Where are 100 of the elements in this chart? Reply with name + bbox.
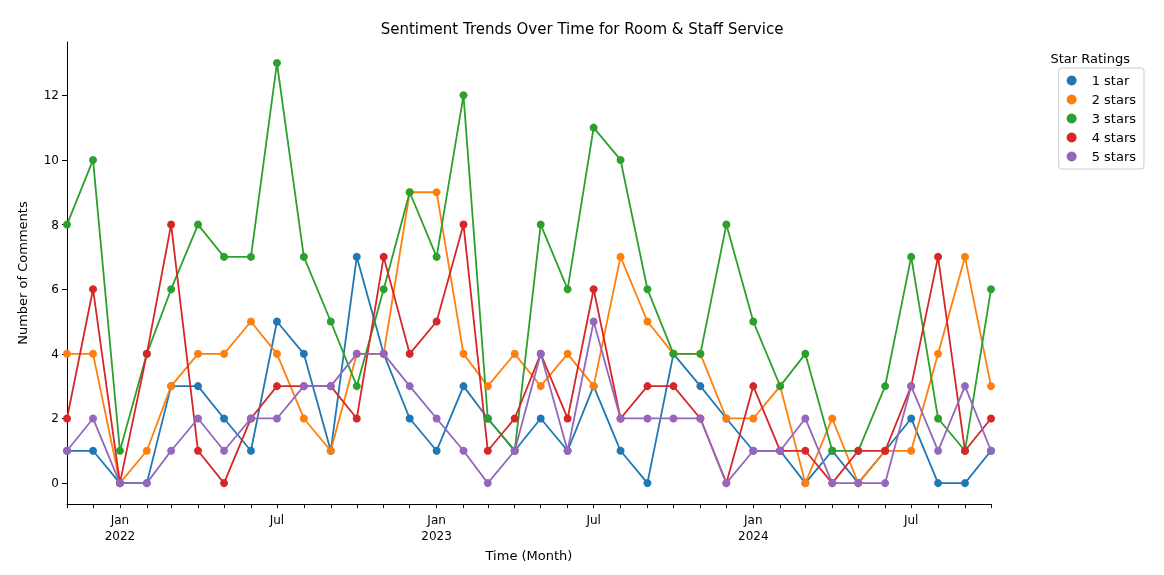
legend-label: 2 stars — [1091, 92, 1137, 107]
point — [194, 414, 203, 423]
point — [299, 349, 308, 358]
x-tick-label: Jul — [585, 513, 601, 528]
point — [326, 317, 335, 326]
point — [960, 479, 969, 488]
x-tick-label: Jul — [902, 513, 919, 528]
point — [89, 446, 98, 455]
point — [63, 414, 71, 423]
point — [63, 349, 71, 358]
point — [89, 155, 98, 164]
point — [405, 349, 414, 358]
point — [115, 446, 124, 455]
point — [220, 414, 229, 423]
point — [299, 252, 308, 261]
point — [89, 285, 98, 294]
point — [194, 382, 203, 391]
legend-label: 3 stars — [1091, 111, 1137, 126]
point — [483, 479, 492, 488]
legend-label: 1 star — [1091, 73, 1130, 88]
point — [63, 220, 71, 229]
point — [881, 479, 890, 488]
chart-title: Sentiment Trends Over Time for Room & Staff Service — [380, 19, 784, 38]
point — [459, 446, 468, 455]
legend-label: 4 stars — [1091, 130, 1137, 145]
point — [643, 479, 652, 488]
point — [536, 220, 545, 229]
point — [960, 252, 969, 261]
point — [616, 252, 625, 261]
point — [272, 317, 281, 326]
point — [960, 382, 969, 391]
x-tick-label: Jan 2024 — [738, 513, 769, 544]
point — [801, 414, 810, 423]
point — [246, 446, 255, 455]
point — [379, 285, 388, 294]
point — [352, 414, 361, 423]
point — [907, 446, 916, 455]
x-tick-label: Jul — [268, 513, 285, 528]
point — [934, 446, 943, 455]
y-tick-label: 2 — [51, 411, 59, 426]
point — [536, 382, 545, 391]
point — [643, 317, 652, 326]
point — [510, 414, 519, 423]
point — [563, 414, 572, 423]
point — [220, 349, 229, 358]
y-tick-label: 12 — [43, 88, 59, 103]
point — [536, 414, 545, 423]
point — [246, 252, 255, 261]
point — [907, 414, 916, 423]
point — [616, 446, 625, 455]
point — [405, 382, 414, 391]
y-axis-title: Number of Comments — [15, 201, 30, 345]
point — [749, 414, 758, 423]
point — [589, 317, 598, 326]
point — [459, 91, 468, 100]
y-tick-label: 10 — [43, 152, 59, 167]
legend-label: 5 stars — [1091, 149, 1137, 164]
point — [220, 479, 229, 488]
point — [432, 252, 441, 261]
point — [589, 123, 598, 132]
point — [643, 414, 652, 423]
point — [643, 285, 652, 294]
point — [934, 479, 943, 488]
point — [167, 285, 176, 294]
point — [379, 252, 388, 261]
point — [220, 446, 229, 455]
point — [459, 220, 468, 229]
point — [246, 317, 255, 326]
y-tick-label: 6 — [51, 282, 59, 297]
x-tick-label: Jan 2022 — [104, 513, 136, 544]
point — [589, 285, 598, 294]
x-axis-title: Time (Month) — [484, 548, 573, 563]
point — [352, 252, 361, 261]
point — [299, 414, 308, 423]
point — [643, 382, 652, 391]
point — [828, 414, 837, 423]
point — [881, 382, 890, 391]
point — [483, 382, 492, 391]
point — [194, 220, 203, 229]
point — [272, 414, 281, 423]
y-tick-label: 4 — [51, 346, 59, 361]
point — [483, 446, 492, 455]
point — [272, 382, 281, 391]
x-tick-label: Jan 2023 — [421, 513, 452, 544]
point — [801, 446, 810, 455]
point — [89, 349, 98, 358]
point — [352, 382, 361, 391]
point — [987, 285, 995, 294]
point — [669, 414, 678, 423]
point — [432, 414, 441, 423]
point — [801, 349, 810, 358]
point — [142, 446, 151, 455]
point — [432, 446, 441, 455]
point — [167, 220, 176, 229]
point — [459, 382, 468, 391]
point — [432, 317, 441, 326]
point — [616, 155, 625, 164]
point — [167, 446, 176, 455]
point — [220, 252, 229, 261]
point — [907, 252, 916, 261]
